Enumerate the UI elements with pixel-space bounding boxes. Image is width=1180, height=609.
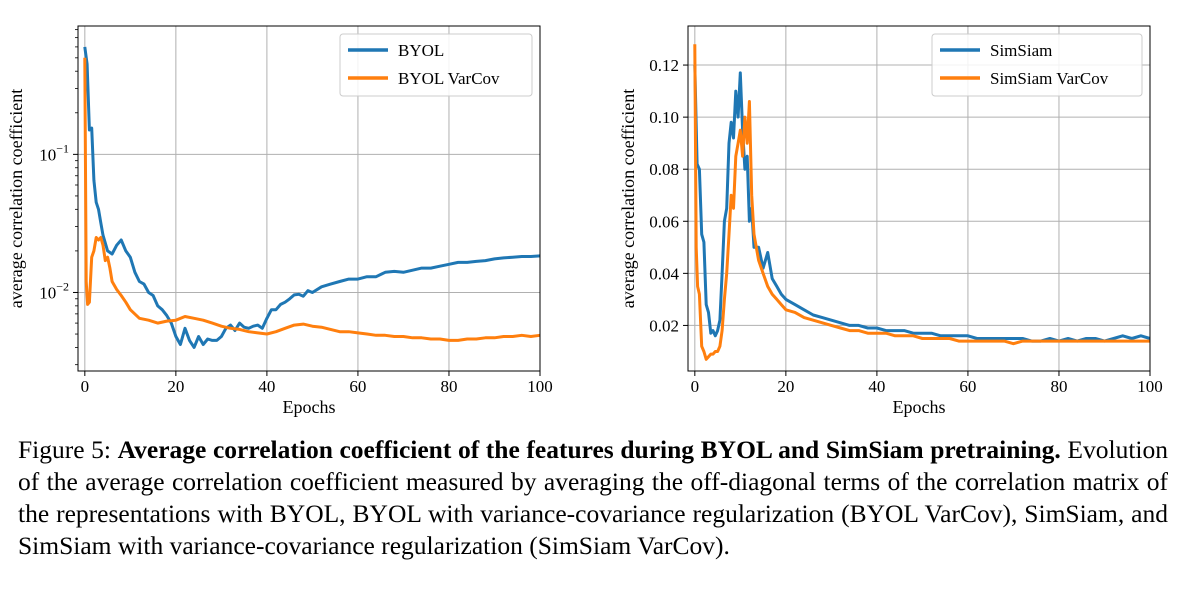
caption-bold: Average correlation coefficient of the f… xyxy=(117,435,1061,464)
x-tick-label: 40 xyxy=(868,377,885,396)
y-axis-label: average correlation coefficient xyxy=(6,89,26,309)
x-tick-label: 80 xyxy=(440,377,457,396)
series-line-2 xyxy=(693,44,1150,361)
x-axis-label: Epochs xyxy=(893,397,946,417)
series-line-1 xyxy=(693,65,1151,343)
legend-entry: BYOL VarCov xyxy=(398,69,500,88)
series-line-1 xyxy=(83,46,541,349)
x-tick-label: 20 xyxy=(167,377,184,396)
plot-frame xyxy=(77,25,541,372)
y-tick-label: 0.06 xyxy=(649,212,679,231)
legend-entry: BYOL xyxy=(398,41,444,60)
x-tick-label: 40 xyxy=(258,377,275,396)
x-tick-label: 100 xyxy=(1137,377,1163,396)
chart-panel-1: 0 20 40 60 80 100 10−1 10−2 Epochs average correl… xyxy=(6,25,553,417)
series-line-2 xyxy=(83,57,541,342)
y-tick-label: 0.04 xyxy=(649,264,679,283)
x-tick-label: 60 xyxy=(959,377,976,396)
y-tick-label: 10−1 xyxy=(39,141,69,164)
x-axis-label: Epochs xyxy=(283,397,336,417)
x-tick-label: 0 xyxy=(691,377,700,396)
x-tick-label: 0 xyxy=(81,377,90,396)
y-axis-label: average correlation coefficient xyxy=(618,89,638,309)
caption-prefix: Figure 5: xyxy=(18,435,118,464)
chart-panel-2: 0 20 40 60 80 100 0.02 0.04 0.06 0.08 0.10 0.12 Epoc… xyxy=(618,25,1163,417)
caption-body: Evolution of the average correlation coe… xyxy=(18,435,1168,560)
x-tick-label: 60 xyxy=(349,377,366,396)
plot-frame xyxy=(687,25,1151,372)
y-tick-label: 0.08 xyxy=(649,160,679,179)
y-tick-label: 0.12 xyxy=(649,56,679,75)
y-tick-label: 0.02 xyxy=(649,316,679,335)
y-tick-label: 10−2 xyxy=(39,279,69,302)
y-tick-label: 0.10 xyxy=(649,108,679,127)
figure-canvas: 0 20 40 60 80 100 10−1 10−2 Epochs average correl… xyxy=(6,25,1163,417)
x-tick-label: 80 xyxy=(1050,377,1067,396)
figure-caption: Figure 5: Average correlation coefficien… xyxy=(18,434,1168,562)
x-tick-label: 20 xyxy=(777,377,794,396)
x-tick-label: 100 xyxy=(527,377,553,396)
legend-entry: SimSiam VarCov xyxy=(990,69,1109,88)
legend-entry: SimSiam xyxy=(990,41,1052,60)
legend-box xyxy=(931,33,1143,97)
